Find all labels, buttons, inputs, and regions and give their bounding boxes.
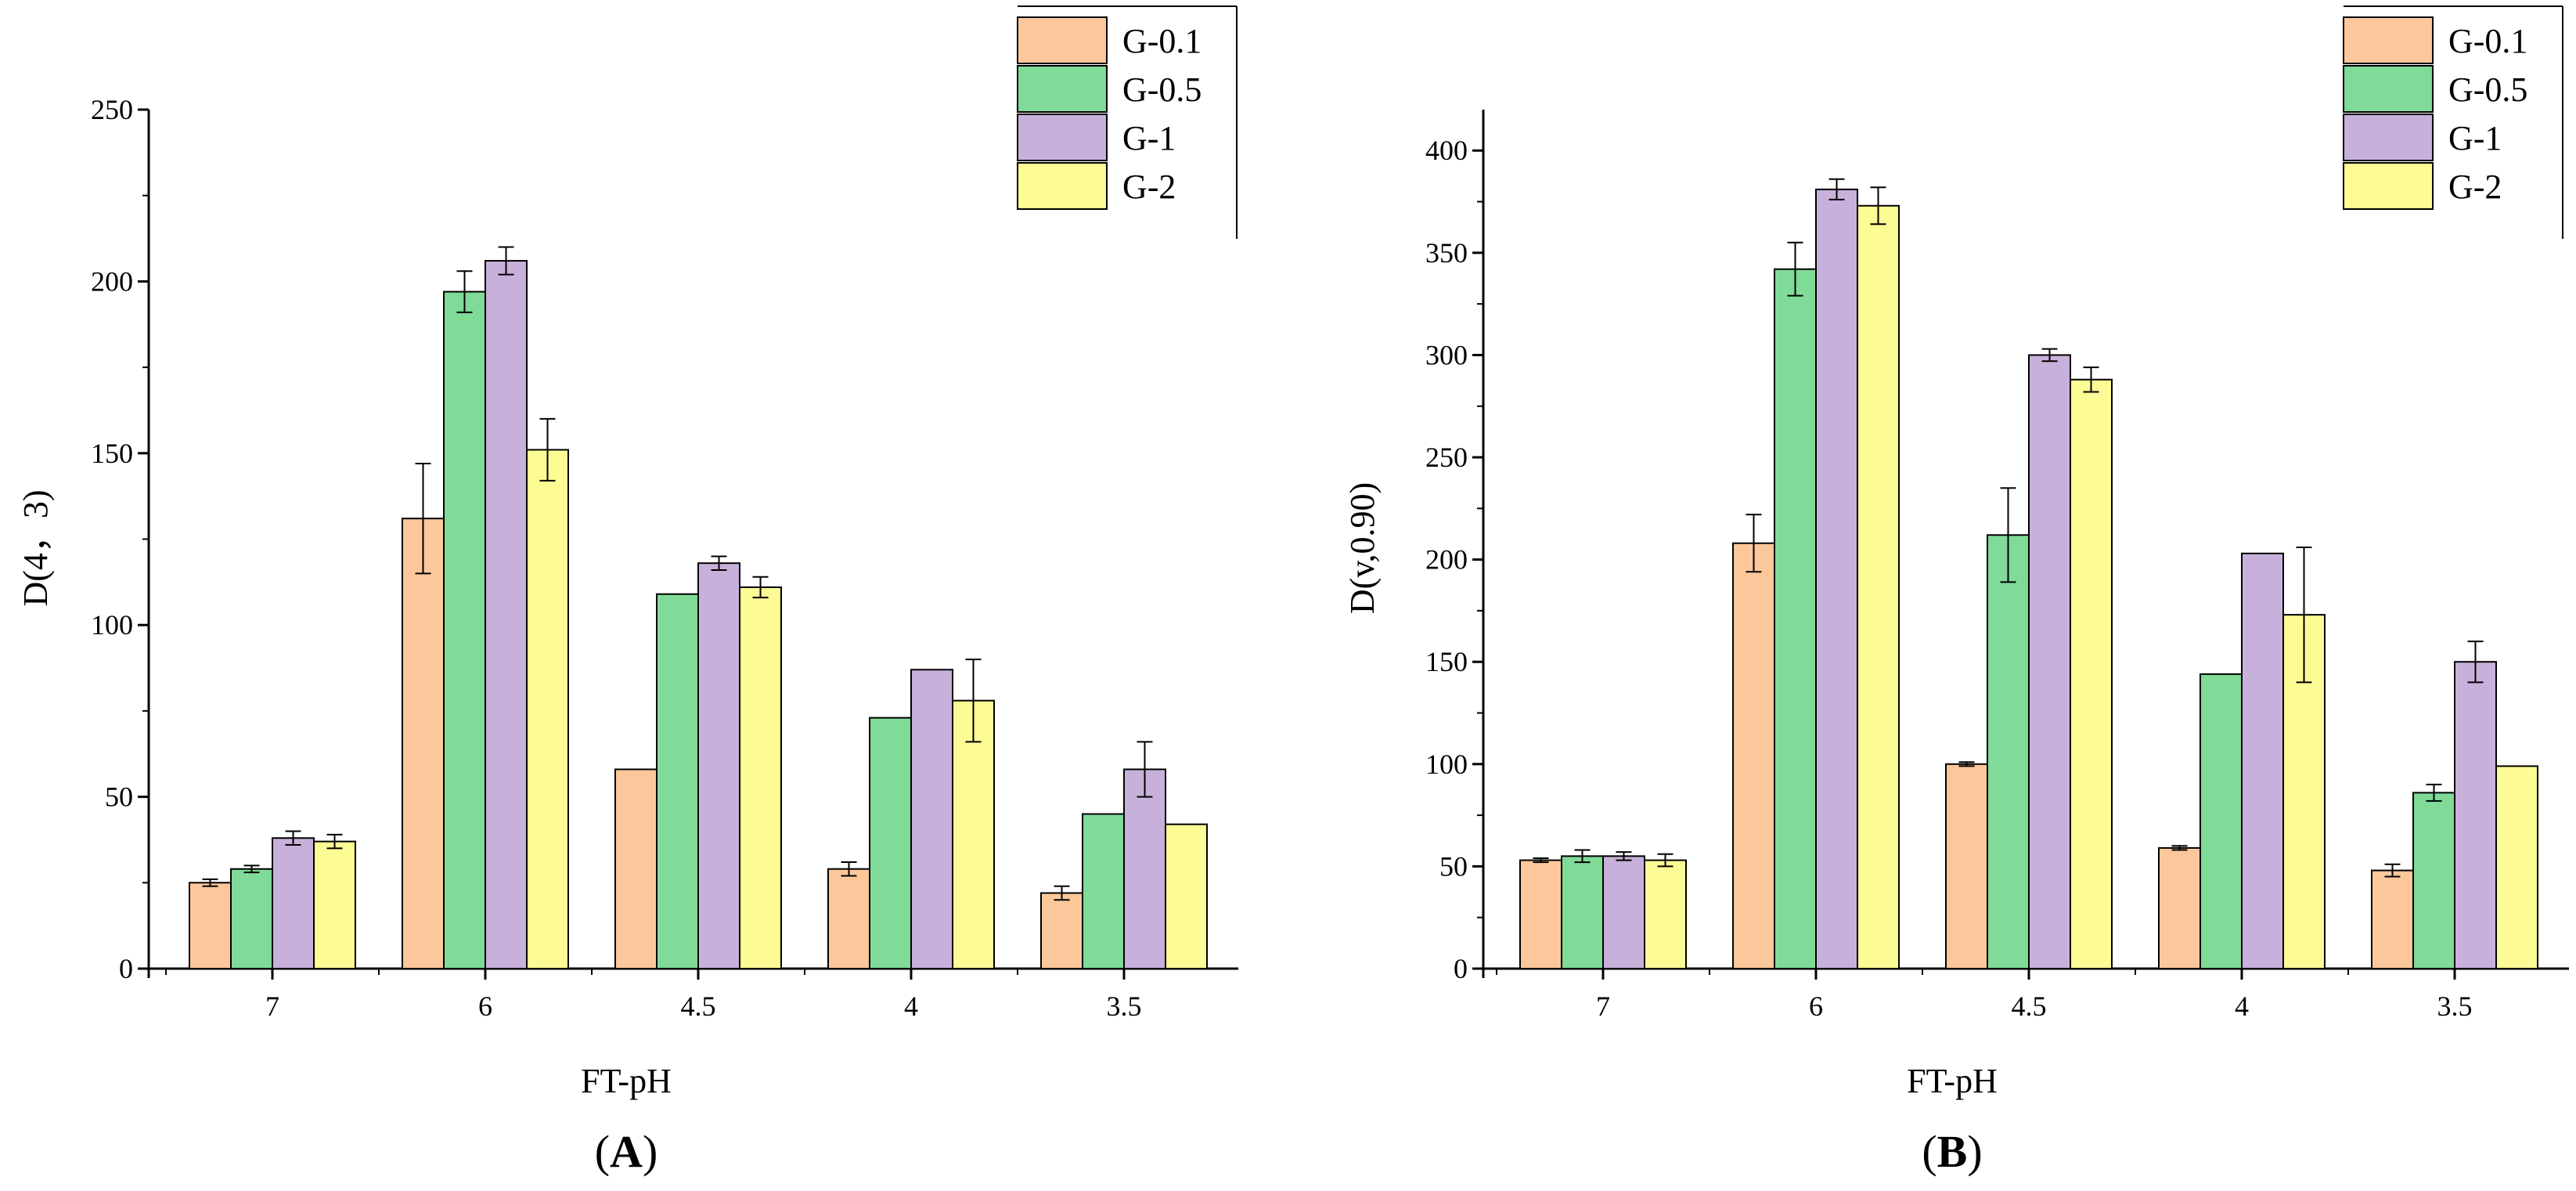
bar <box>1602 855 1645 969</box>
bar <box>1774 268 1817 969</box>
bar <box>1945 763 1988 969</box>
bar <box>1561 855 1604 969</box>
panel-label: (B) <box>1922 1126 1982 1177</box>
legend-swatch <box>2343 162 2434 210</box>
bar <box>1165 823 1208 969</box>
bar <box>952 699 995 970</box>
bar <box>402 518 445 969</box>
y-tick-label: 100 <box>91 609 133 641</box>
y-tick-label: 250 <box>91 94 133 125</box>
bar <box>869 716 912 970</box>
bar <box>827 868 870 970</box>
x-axis-title: FT-pH <box>1907 1062 1998 1100</box>
x-tick-label: 7 <box>265 991 279 1022</box>
legend-swatch <box>2343 65 2434 113</box>
legend-label: G-0.5 <box>2448 70 2527 109</box>
bar <box>313 840 356 970</box>
bar <box>485 260 528 969</box>
bar <box>656 593 699 969</box>
legend-label: G-1 <box>2448 119 2502 157</box>
bar <box>1519 859 1562 970</box>
bar <box>1732 542 1775 969</box>
bar <box>1987 534 2030 969</box>
x-axis-title: FT-pH <box>581 1062 672 1100</box>
legend-swatch <box>1017 16 1108 64</box>
bar <box>910 669 953 970</box>
bar <box>1644 859 1687 970</box>
x-tick-label: 3.5 <box>1107 991 1142 1022</box>
x-tick-label: 3.5 <box>2437 991 2473 1022</box>
legend-label: G-2 <box>2448 168 2502 206</box>
bar <box>739 586 782 969</box>
legend-swatch <box>1017 162 1108 210</box>
bar <box>2495 765 2538 970</box>
bar <box>2371 869 2414 969</box>
y-axis-title: D(v,0.90) <box>1343 482 1382 614</box>
x-tick-label: 7 <box>1596 991 1610 1022</box>
x-tick-label: 6 <box>478 991 492 1022</box>
y-tick-label: 350 <box>1425 237 1468 269</box>
legend-swatch <box>1017 65 1108 113</box>
legend-label: G-0.1 <box>1122 22 1202 60</box>
bar <box>1857 204 1900 969</box>
x-tick-label: 6 <box>1809 991 1823 1022</box>
panel-label-open: ( <box>595 1126 610 1177</box>
bar <box>1040 892 1083 969</box>
legend-swatch <box>1017 114 1108 161</box>
bar <box>230 868 273 970</box>
panel-label-letter: B <box>1937 1126 1968 1177</box>
y-tick-label: 0 <box>119 953 133 984</box>
panel-b-chart: 0 50 100 150 200 250 300 350 400 7 6 4.5 4 3.5 FT-pH D(… <box>1343 5 2569 1177</box>
bar <box>189 882 232 970</box>
legend: G-0.1 G-0.5 G-1 G-2 <box>2343 5 2563 239</box>
panel-label-open: ( <box>1922 1126 1937 1177</box>
bar <box>272 837 315 969</box>
bar <box>2200 673 2243 970</box>
bar <box>1815 188 1858 970</box>
bar <box>1123 768 1166 969</box>
legend-swatch <box>2343 16 2434 64</box>
panel-label-close: ) <box>1967 1126 1982 1177</box>
y-tick-label: 100 <box>1425 749 1468 780</box>
panel-label-close: ) <box>643 1126 658 1177</box>
y-tick-label: 0 <box>1454 953 1468 984</box>
legend-label: G-0.5 <box>1122 70 1202 109</box>
legend-swatch <box>2343 114 2434 161</box>
panel-label-letter: A <box>610 1126 643 1177</box>
bar <box>2241 552 2284 969</box>
bar <box>2158 846 2201 969</box>
y-axis-title: D(4，3) <box>16 489 55 606</box>
y-tick-label: 50 <box>1439 850 1468 882</box>
legend-label: G-0.1 <box>2448 22 2527 60</box>
bar <box>697 562 740 969</box>
y-tick-label: 150 <box>91 438 133 469</box>
x-tick-label: 4.5 <box>2012 991 2047 1022</box>
panel-a-chart: 0 50 100 150 200 250 7 6 4.5 4 3.5 FT-pH D(4，3) (A) G-… <box>16 5 1238 1177</box>
y-tick-label: 200 <box>1425 544 1468 576</box>
y-tick-label: 50 <box>105 781 133 813</box>
bar <box>2028 354 2071 969</box>
y-tick-label: 200 <box>91 265 133 297</box>
bar <box>614 768 658 969</box>
bar <box>443 291 486 969</box>
x-tick-label: 4 <box>2235 991 2249 1022</box>
bar <box>2070 378 2113 969</box>
legend-label: G-1 <box>1122 119 1176 157</box>
legend-label: G-2 <box>1122 168 1176 206</box>
y-tick-label: 400 <box>1425 135 1468 166</box>
bar <box>1082 813 1125 970</box>
bar <box>2412 792 2455 970</box>
bar <box>2454 661 2497 969</box>
x-tick-label: 4.5 <box>681 991 716 1022</box>
x-tick-label: 4 <box>904 991 918 1022</box>
panel-label: (A) <box>595 1126 658 1177</box>
legend: G-0.1 G-0.5 G-1 G-2 <box>1017 5 1238 239</box>
y-tick-label: 300 <box>1425 339 1468 370</box>
y-tick-label: 150 <box>1425 646 1468 677</box>
bar <box>526 449 569 969</box>
y-tick-label: 250 <box>1425 442 1468 473</box>
